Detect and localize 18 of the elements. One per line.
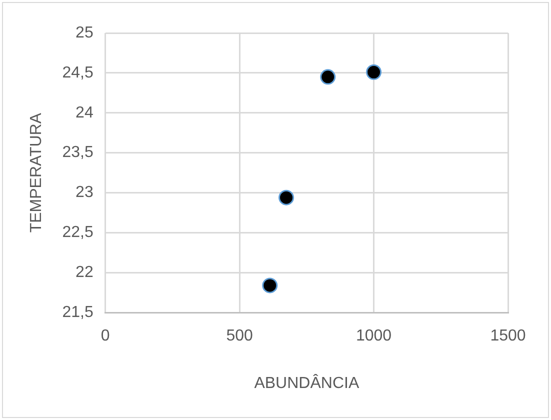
x-tick-label: 1000 xyxy=(356,328,392,345)
point xyxy=(262,278,278,294)
point xyxy=(278,190,294,206)
y-tick-label: 24 xyxy=(76,104,94,122)
x-tick-label: 0 xyxy=(100,328,110,345)
y-tick-label: 23,5 xyxy=(62,144,94,162)
y-tick-label: 22 xyxy=(76,264,94,282)
y-tick-label: 25 xyxy=(76,24,94,42)
y-axis-title: TEMPERATURA xyxy=(28,112,46,233)
x-tick-label: 1500 xyxy=(490,328,526,345)
x-axis-title: ABUNDÂNCIA xyxy=(254,374,360,392)
y-tick-label: 24,5 xyxy=(62,64,94,82)
x-tick-label: 500 xyxy=(226,328,254,345)
point xyxy=(366,64,382,80)
y-tick-label: 23 xyxy=(76,184,94,202)
point xyxy=(320,69,336,85)
y-tick-label: 21,5 xyxy=(62,304,94,322)
y-tick-label: 22,5 xyxy=(62,224,94,242)
